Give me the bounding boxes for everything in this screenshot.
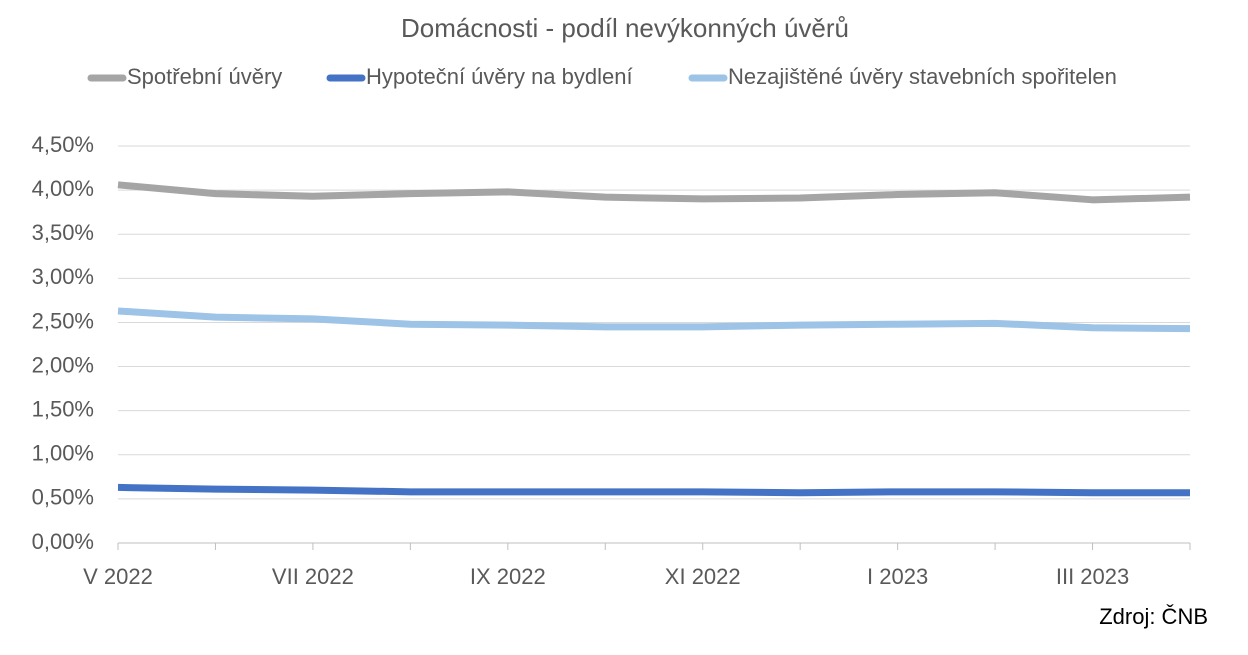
legend-label: Hypoteční úvěry na bydlení bbox=[366, 64, 633, 89]
series-line bbox=[117, 307, 1191, 333]
x-tick-label: VII 2022 bbox=[272, 564, 354, 589]
legend-label: Nezajištěné úvěry stavebních spořitelen bbox=[728, 64, 1117, 89]
chart-title: Domácnosti - podíl nevýkonných úvěrů bbox=[401, 13, 849, 43]
x-tick-label: IX 2022 bbox=[470, 564, 546, 589]
x-tick-label: XI 2022 bbox=[665, 564, 741, 589]
x-tick-label: V 2022 bbox=[83, 564, 153, 589]
y-tick-label: 0,50% bbox=[32, 485, 94, 510]
x-tick-label: I 2023 bbox=[867, 564, 928, 589]
series-line bbox=[117, 483, 1190, 497]
y-tick-label: 3,50% bbox=[32, 220, 94, 245]
y-tick-label: 3,00% bbox=[32, 264, 94, 289]
legend-label: Spotřební úvěry bbox=[127, 64, 282, 89]
y-tick-label: 1,00% bbox=[32, 441, 94, 466]
y-tick-label: 2,50% bbox=[32, 308, 94, 333]
y-tick-label: 0,00% bbox=[32, 529, 94, 554]
series-line bbox=[117, 181, 1191, 204]
y-tick-label: 1,50% bbox=[32, 396, 94, 421]
y-tick-label: 4,00% bbox=[32, 176, 94, 201]
x-tick-label: III 2023 bbox=[1056, 564, 1129, 589]
y-tick-label: 2,00% bbox=[32, 352, 94, 377]
source-note: Zdroj: ČNB bbox=[1099, 604, 1208, 629]
y-tick-label: 4,50% bbox=[32, 132, 94, 157]
